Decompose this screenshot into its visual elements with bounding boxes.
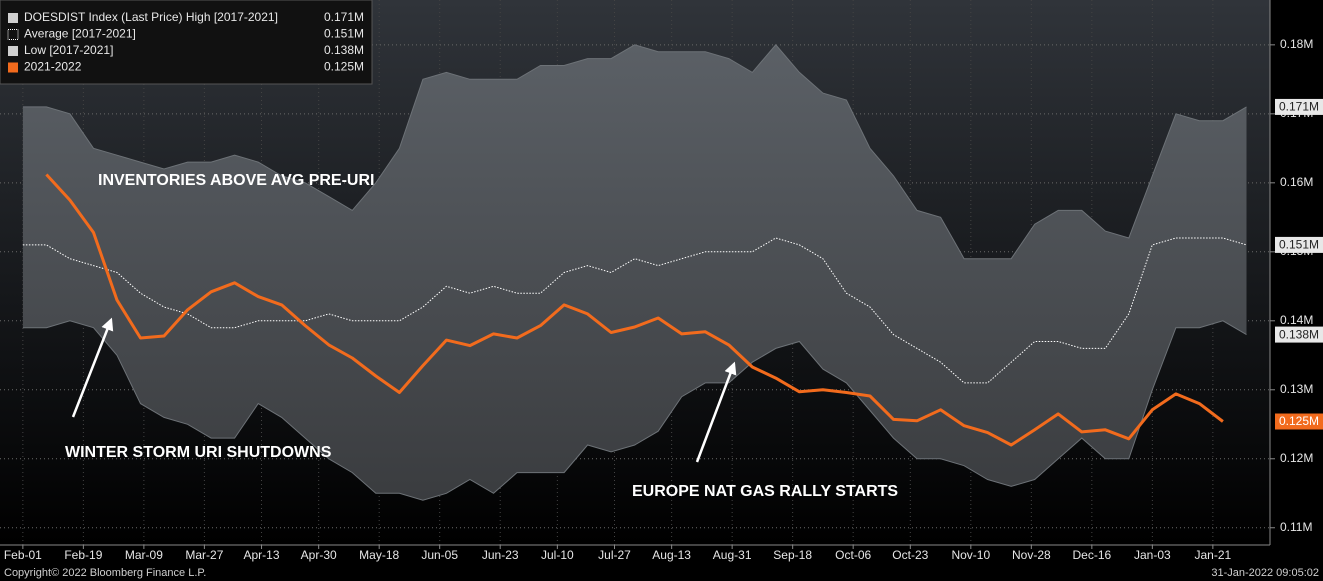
legend-box <box>0 0 373 85</box>
legend-label: 2021-2022 <box>24 60 82 74</box>
x-tick-label: Apr-30 <box>301 548 337 562</box>
legend-label: Low [2017-2021] <box>24 43 113 57</box>
last-value-label: 0.151M <box>1279 238 1319 252</box>
x-tick-label: Jun-23 <box>482 548 519 562</box>
y-tick-label: 0.18M <box>1280 37 1313 51</box>
last-value-box <box>1275 98 1323 115</box>
legend-value: 0.125M <box>324 60 364 74</box>
footer: 31-Jan-2022 09:05:02 <box>1211 567 1319 579</box>
last-value-box <box>1275 326 1323 343</box>
x-tick-label: May-18 <box>359 548 399 562</box>
legend-label: Average [2017-2021] <box>24 27 136 41</box>
y-tick-label: 0.16M <box>1280 175 1313 189</box>
series-line <box>45 173 1224 447</box>
last-value-label: 0.125M <box>1279 414 1319 428</box>
x-tick-label: Mar-09 <box>125 548 163 562</box>
x-tick-label: Sep-18 <box>773 548 812 562</box>
x-tick-label: Feb-01 <box>4 548 42 562</box>
legend-value: 0.138M <box>324 43 364 57</box>
x-tick-label: Nov-28 <box>1012 548 1051 562</box>
last-value-box <box>1275 236 1323 253</box>
arrow <box>71 317 114 418</box>
footer: Copyright© 2022 Bloomberg Finance L.P. <box>4 567 206 579</box>
y-tick-label: 0.13M <box>1280 382 1313 396</box>
x-tick-label: Aug-31 <box>713 548 752 562</box>
x-tick-label: Oct-06 <box>835 548 871 562</box>
y-tick-label: 0.14M <box>1280 313 1313 327</box>
y-tick-label: 0.12M <box>1280 451 1313 465</box>
legend-swatch <box>7 29 19 40</box>
x-tick-label: Dec-16 <box>1072 548 1111 562</box>
series-line <box>22 44 1247 260</box>
legend-value: 0.151M <box>324 27 364 41</box>
x-tick-label: Jun-05 <box>421 548 458 562</box>
legend-swatch <box>8 46 18 56</box>
series-line <box>22 237 1247 384</box>
range-band <box>22 44 1247 501</box>
x-tick-label: Jan-21 <box>1195 548 1232 562</box>
arrow <box>695 361 737 463</box>
legend-swatch <box>8 13 18 23</box>
last-value-label: 0.171M <box>1279 100 1319 114</box>
annotation: EUROPE NAT GAS RALLY STARTS <box>632 483 898 500</box>
x-tick-label: Jul-27 <box>598 548 631 562</box>
x-tick-label: Feb-19 <box>64 548 102 562</box>
annotation: WINTER STORM URI SHUTDOWNS <box>65 444 332 461</box>
x-tick-label: Jul-10 <box>541 548 574 562</box>
legend-swatch <box>8 62 18 73</box>
legend-value: 0.171M <box>324 10 364 24</box>
x-tick-label: Nov-10 <box>951 548 990 562</box>
y-tick-label: 0.11M <box>1280 520 1312 534</box>
legend-label: DOESDIST Index (Last Price) High [2017-2… <box>24 10 278 24</box>
x-tick-label: Apr-13 <box>244 548 280 562</box>
x-tick-label: Jan-03 <box>1134 548 1171 562</box>
last-value-label: 0.138M <box>1279 327 1319 341</box>
x-tick-label: Mar-27 <box>185 548 223 562</box>
annotation: INVENTORIES ABOVE AVG PRE-URI <box>98 172 374 189</box>
series-line <box>22 320 1247 501</box>
x-tick-label: Oct-23 <box>892 548 928 562</box>
x-tick-label: Aug-13 <box>652 548 691 562</box>
last-value-box <box>1275 413 1323 430</box>
